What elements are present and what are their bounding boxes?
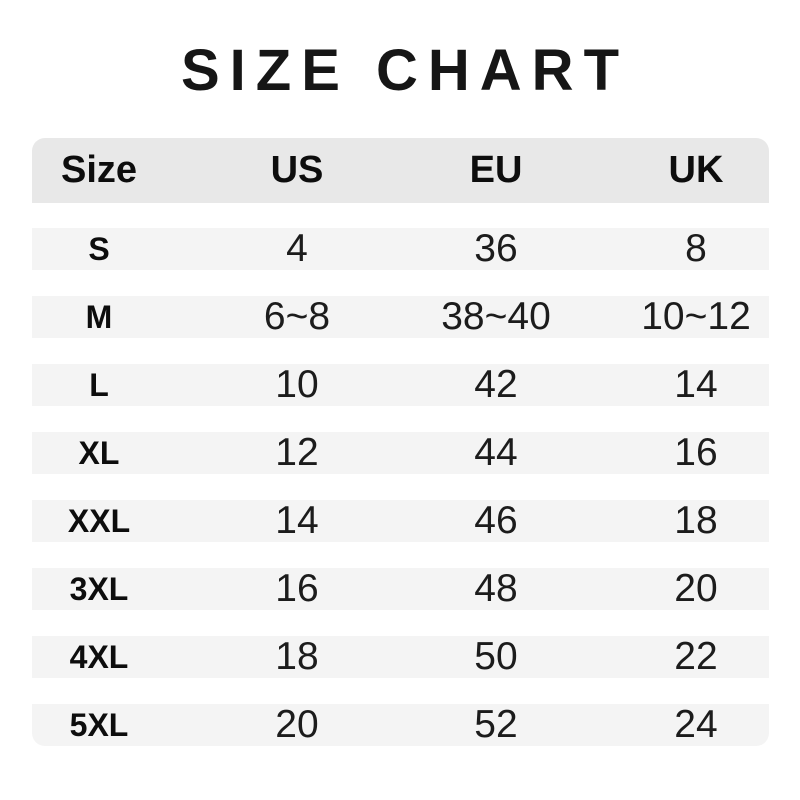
us-value: 18 [275, 635, 319, 678]
size-label: 3XL [69, 570, 129, 607]
uk-value: 14 [674, 363, 718, 406]
size-label: L [89, 366, 109, 403]
column-header-eu: EU [469, 149, 523, 191]
size-label: 5XL [69, 706, 129, 743]
uk-value: 10~12 [641, 295, 751, 338]
table-row-xl: XL 12 44 16 [32, 431, 769, 474]
table-row-4xl: 4XL 18 50 22 [32, 635, 769, 678]
table-row-xxl: XXL 14 46 18 [32, 499, 769, 542]
column-header-size: Size [60, 149, 138, 191]
uk-value: 22 [674, 635, 718, 678]
eu-value: 36 [474, 227, 518, 270]
uk-value: 8 [685, 227, 707, 270]
column-header-uk: UK [668, 149, 724, 191]
us-value: 6~8 [263, 295, 331, 338]
us-value: 10 [275, 363, 319, 406]
table-row-s: S 4 36 8 [32, 227, 769, 270]
size-chart-table: Size US EU UK S 4 36 8 M 6~8 38~40 10~12… [32, 138, 769, 746]
size-label: M [85, 298, 113, 335]
column-header-us: US [270, 149, 324, 191]
size-label: XL [78, 434, 120, 471]
eu-value: 50 [474, 635, 518, 678]
table-row-m: M 6~8 38~40 10~12 [32, 295, 769, 338]
eu-value: 44 [474, 431, 518, 474]
uk-value: 16 [674, 431, 718, 474]
eu-value: 38~40 [441, 295, 551, 338]
us-value: 4 [286, 227, 308, 270]
page-title: SIZE CHART [181, 38, 629, 103]
size-label: 4XL [69, 638, 129, 675]
eu-value: 52 [474, 703, 518, 746]
us-value: 20 [275, 703, 319, 746]
eu-value: 48 [474, 567, 518, 610]
us-value: 14 [275, 499, 319, 542]
eu-value: 46 [474, 499, 518, 542]
table-row-5xl: 5XL 20 52 24 [32, 703, 769, 746]
us-value: 12 [275, 431, 319, 474]
eu-value: 42 [474, 363, 518, 406]
table-header-row: Size US EU UK [32, 138, 769, 203]
uk-value: 18 [674, 499, 718, 542]
size-label: S [88, 230, 110, 267]
table-row-l: L 10 42 14 [32, 363, 769, 406]
us-value: 16 [275, 567, 319, 610]
uk-value: 20 [674, 567, 718, 610]
size-label: XXL [67, 502, 131, 539]
table-row-3xl: 3XL 16 48 20 [32, 567, 769, 610]
uk-value: 24 [674, 703, 718, 746]
